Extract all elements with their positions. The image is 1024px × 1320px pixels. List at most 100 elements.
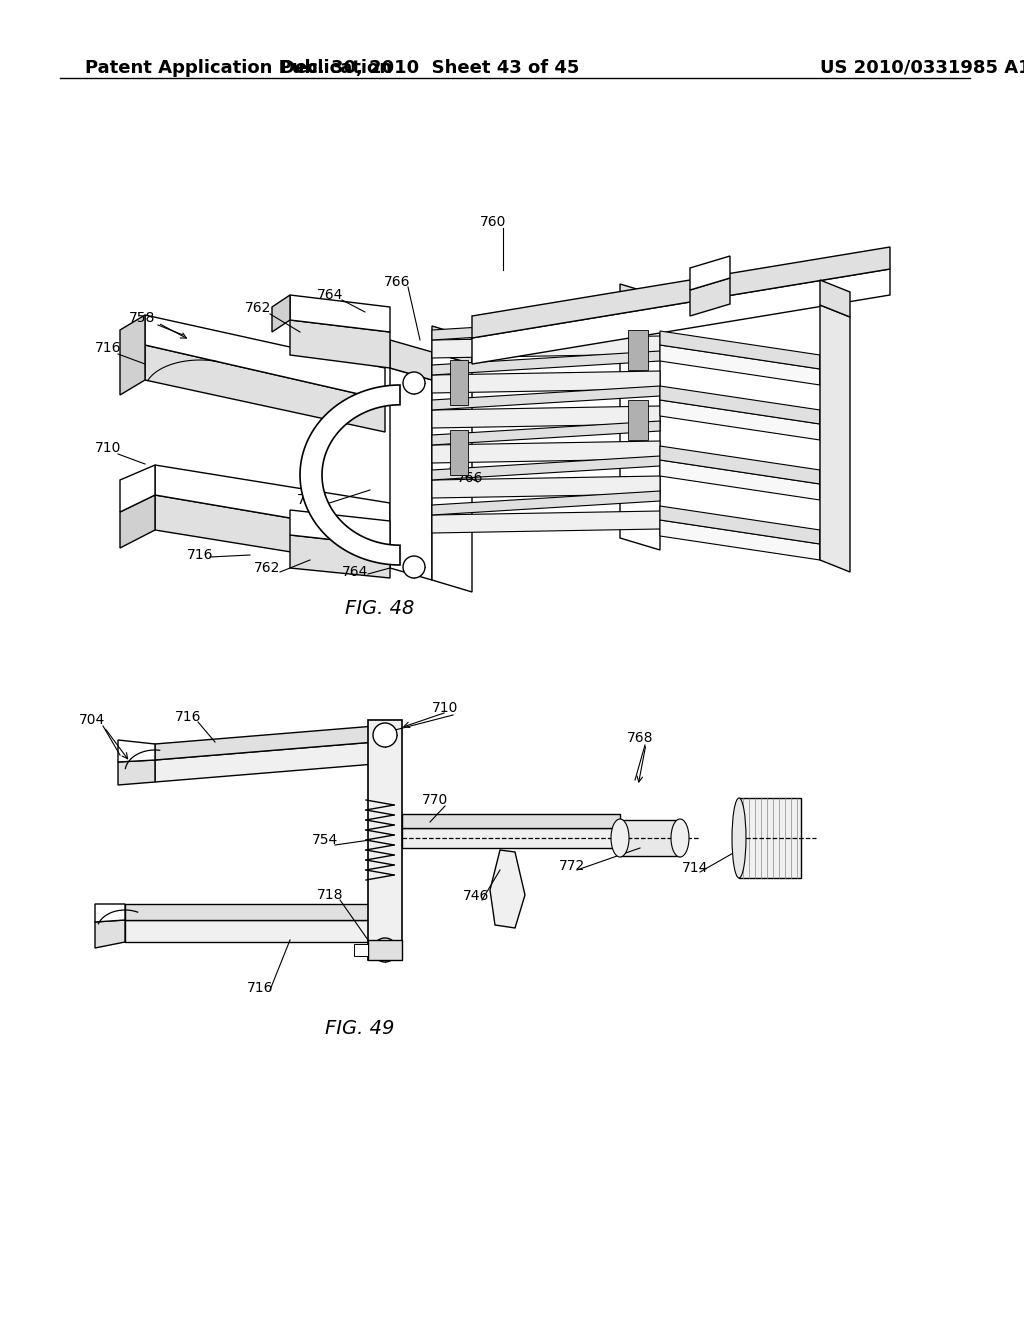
Polygon shape <box>432 315 660 341</box>
Polygon shape <box>620 310 660 550</box>
Polygon shape <box>660 506 820 544</box>
Text: 766: 766 <box>457 471 483 484</box>
Polygon shape <box>155 495 390 568</box>
Polygon shape <box>145 345 385 432</box>
Polygon shape <box>820 305 850 572</box>
Ellipse shape <box>373 939 397 962</box>
Text: 704: 704 <box>79 713 105 727</box>
Polygon shape <box>432 385 660 411</box>
Polygon shape <box>432 351 660 375</box>
Text: 762: 762 <box>254 561 281 576</box>
Ellipse shape <box>403 372 425 393</box>
Ellipse shape <box>671 818 689 857</box>
Polygon shape <box>820 355 840 391</box>
Polygon shape <box>660 520 820 560</box>
Polygon shape <box>660 385 820 424</box>
Polygon shape <box>120 465 155 512</box>
Text: Patent Application Publication: Patent Application Publication <box>85 59 392 77</box>
Text: 772: 772 <box>559 859 585 873</box>
Polygon shape <box>120 315 145 395</box>
Polygon shape <box>820 411 840 446</box>
Polygon shape <box>272 294 290 333</box>
Polygon shape <box>432 441 660 463</box>
Text: Dec. 30, 2010  Sheet 43 of 45: Dec. 30, 2010 Sheet 43 of 45 <box>281 59 580 77</box>
Polygon shape <box>690 279 730 315</box>
Text: 720: 720 <box>297 492 324 507</box>
Text: 710: 710 <box>432 701 458 715</box>
Polygon shape <box>432 337 660 358</box>
Polygon shape <box>472 247 890 338</box>
Ellipse shape <box>373 723 397 747</box>
Polygon shape <box>660 345 820 385</box>
Polygon shape <box>95 920 125 948</box>
Polygon shape <box>118 741 155 762</box>
Polygon shape <box>620 820 680 855</box>
Polygon shape <box>155 742 375 781</box>
Polygon shape <box>432 371 660 393</box>
Polygon shape <box>145 315 385 400</box>
Text: FIG. 48: FIG. 48 <box>345 598 415 618</box>
Polygon shape <box>354 944 368 956</box>
Polygon shape <box>660 400 820 440</box>
Text: 764: 764 <box>316 288 343 302</box>
Text: 716: 716 <box>95 341 121 355</box>
Polygon shape <box>390 341 432 380</box>
Polygon shape <box>660 459 820 500</box>
Polygon shape <box>660 331 820 370</box>
Polygon shape <box>118 760 155 785</box>
Polygon shape <box>290 510 390 546</box>
Polygon shape <box>368 940 402 960</box>
Text: 770: 770 <box>422 793 449 807</box>
Polygon shape <box>820 531 840 566</box>
Text: 754: 754 <box>312 833 338 847</box>
Polygon shape <box>739 799 801 878</box>
Polygon shape <box>432 491 660 515</box>
Ellipse shape <box>732 799 746 878</box>
Polygon shape <box>432 421 660 445</box>
Polygon shape <box>125 904 375 920</box>
Polygon shape <box>432 326 472 364</box>
Polygon shape <box>690 256 730 290</box>
Polygon shape <box>390 368 432 579</box>
Polygon shape <box>125 920 375 942</box>
Polygon shape <box>450 360 468 405</box>
Polygon shape <box>432 455 660 480</box>
Ellipse shape <box>403 556 425 578</box>
Text: 764: 764 <box>342 565 369 579</box>
Polygon shape <box>432 477 660 498</box>
Polygon shape <box>628 330 648 370</box>
Text: 768: 768 <box>627 731 653 744</box>
Polygon shape <box>628 400 648 440</box>
Polygon shape <box>450 430 468 475</box>
Polygon shape <box>660 446 820 484</box>
Text: 766: 766 <box>384 275 411 289</box>
Text: 716: 716 <box>175 710 202 723</box>
Polygon shape <box>620 284 660 322</box>
Polygon shape <box>300 385 400 565</box>
Polygon shape <box>290 294 390 333</box>
Text: 718: 718 <box>316 888 343 902</box>
Text: 710: 710 <box>95 441 121 455</box>
Polygon shape <box>432 352 472 591</box>
Text: 716: 716 <box>247 981 273 995</box>
Text: 760: 760 <box>480 215 506 228</box>
Polygon shape <box>155 726 375 760</box>
Polygon shape <box>432 511 660 533</box>
Polygon shape <box>402 814 620 828</box>
Polygon shape <box>368 719 402 960</box>
Ellipse shape <box>611 818 629 857</box>
Text: US 2010/0331985 A1: US 2010/0331985 A1 <box>820 59 1024 77</box>
Polygon shape <box>402 828 620 847</box>
Text: 758: 758 <box>129 312 156 325</box>
Polygon shape <box>290 319 390 368</box>
Text: 762: 762 <box>245 301 271 315</box>
Text: 714: 714 <box>682 861 709 875</box>
Text: FIG. 49: FIG. 49 <box>326 1019 394 1038</box>
Polygon shape <box>155 465 390 535</box>
Polygon shape <box>490 850 525 928</box>
Polygon shape <box>95 904 125 921</box>
Polygon shape <box>290 535 390 578</box>
Polygon shape <box>820 470 840 506</box>
Text: 716: 716 <box>186 548 213 562</box>
Polygon shape <box>120 495 155 548</box>
